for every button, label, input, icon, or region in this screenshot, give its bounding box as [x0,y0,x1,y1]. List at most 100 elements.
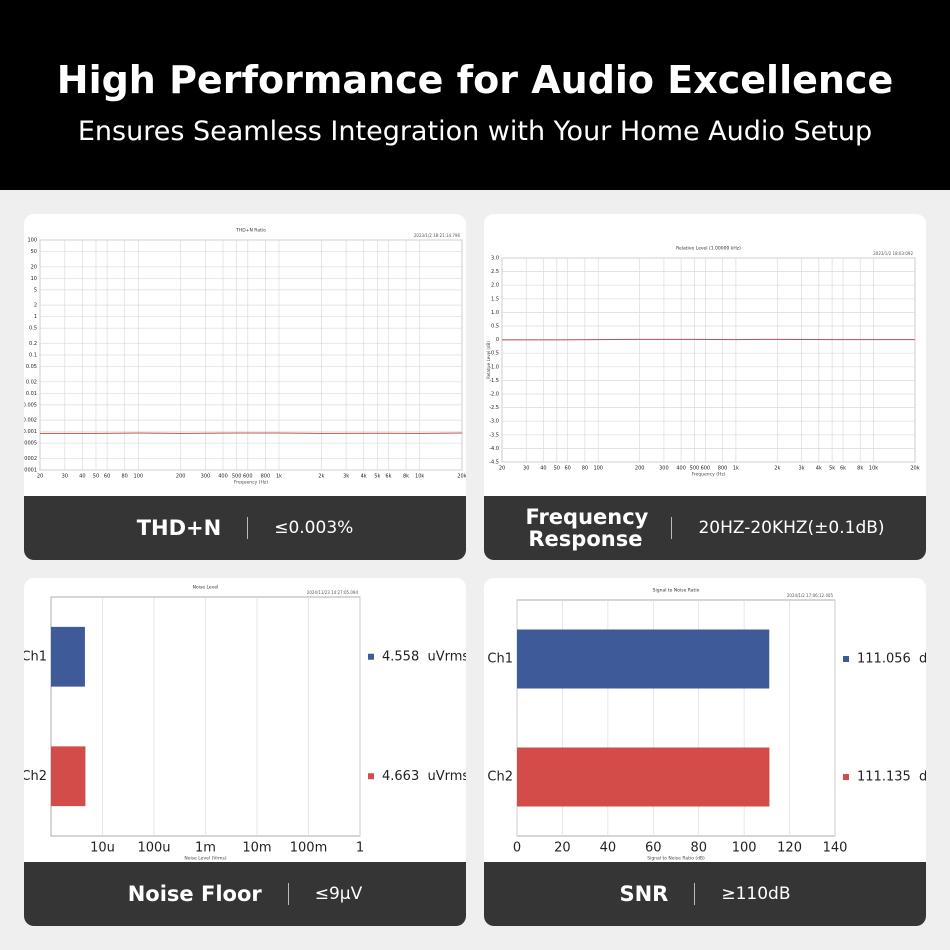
x-tick-label: 100 [134,474,144,480]
x-tick-label: 200 [176,474,186,480]
x-tick-label: 30 [62,474,68,480]
x-tick-label: 10k [415,474,424,480]
x-tick-label: 1k [276,474,282,480]
card: THD+N Ratio 2023/1/2 18:21:14.796 20 30 40 50… [24,214,466,560]
x-tick-label: 400 [218,474,228,480]
x-tick-label: 30 [523,466,529,472]
x-tick-label: 140 [823,841,848,856]
x-tick-label: 40 [540,466,546,472]
x-tick-label: 2k [318,474,324,480]
x-tick-label: 1k [733,466,739,472]
x-tick-label: 300 [201,474,211,480]
plot-area [501,257,916,463]
page-title: High Performance for Audio Excellence [56,58,894,102]
y-tick-label: 0.0002 [24,456,37,462]
y-tick-label: 20 [31,264,37,270]
chart-title: THD+N Ratio [235,228,266,234]
y-tick-label: 3.0 [491,256,499,262]
x-tick-label: 800 [718,466,728,472]
card: Signal to Noise Ratio 2024/1/2 17:06:12.4… [484,578,926,926]
card-footer: Noise Floor ≤9μV [24,862,466,926]
y-tick-label: 2.5 [491,269,499,275]
y-tick-label: 0.1 [29,353,37,359]
x-tick-label: 40 [600,841,617,856]
y-tick-label: 0.002 [24,418,37,424]
x-tick-label: 20 [499,466,505,472]
bar [517,747,770,807]
bar [51,746,86,807]
x-tick-label: 100 [593,466,603,472]
category-label: Ch1 [487,652,513,667]
card-value: ≥110dB [721,884,791,904]
x-tick-label: 80 [122,474,128,480]
y-tick-label: 0.005 [24,402,37,408]
chart-title: Relative Level (1.00000 kHz) [676,246,741,252]
timestamp: 2024/11/23 14:27:05.094 [307,590,359,595]
x-tick-label: 1 [356,841,364,856]
x-tick-label: 4k [816,466,822,472]
y-tick-label: 100 [27,238,37,244]
y-tick-label: 2.0 [491,283,499,289]
x-tick-label: 6k [385,474,391,480]
x-tick-label: 500 [690,466,700,472]
y-tick-label: 50 [31,249,37,255]
value-label: 111.135 dB [857,770,926,785]
x-tick-label: 100u [137,841,170,856]
x-axis-label: Frequency (Hz) [692,472,726,478]
y-tick-label: -2.0 [489,392,499,398]
y-tick-label: 1.0 [491,310,499,316]
divider [671,517,673,539]
card-footer: SNR ≥110dB [484,862,926,926]
card-value: 20HZ-20KHZ(±0.1dB) [698,518,885,538]
card: Noise Level 2024/11/23 14:27:05.094 10u 100… [24,578,466,926]
y-tick-label: 0.0001 [24,468,37,474]
x-tick-label: 50 [93,474,99,480]
y-tick-label: 0.2 [29,341,37,347]
y-axis-label: Relative Level (dB) [486,341,491,379]
x-tick-label: 60 [645,841,662,856]
x-axis-label: Frequency (Hz) [234,480,268,486]
x-tick-label: 600 [701,466,711,472]
x-tick-label: 60 [104,474,110,480]
x-tick-label: 80 [690,841,707,856]
y-tick-label: 0.05 [26,364,37,370]
x-tick-label: 600 [243,474,253,480]
x-tick-label: 20 [37,474,43,480]
x-tick-label: 100 [732,841,757,856]
x-tick-label: 800 [261,474,271,480]
y-tick-label: 0 [496,337,499,343]
y-tick-label: 5 [34,287,37,293]
divider [694,883,696,905]
x-tick-label: 1m [195,841,216,856]
value-swatch [843,774,849,780]
x-tick-label: 500 [232,474,242,480]
x-tick-label: 2k [774,466,780,472]
y-tick-label: -2.5 [489,405,499,411]
y-tick-label: -1.5 [489,378,499,384]
category-label: Ch2 [487,770,513,785]
x-tick-label: 3k [343,474,349,480]
y-tick-label: -4.5 [489,460,499,466]
x-tick-label: 50 [554,466,560,472]
card-value: ≤0.003% [274,518,354,538]
card-label: Frequency Response [525,505,649,551]
x-tick-label: 6k [840,466,846,472]
x-tick-label: 8k [857,466,863,472]
x-tick-label: 60 [564,466,570,472]
y-tick-label: 0.5 [29,326,37,332]
divider [287,883,289,905]
x-tick-label: 20k [910,466,919,472]
x-tick-label: 5k [374,474,380,480]
y-tick-label: 1.5 [491,296,499,302]
timestamp: 2023/1/2 18:03:092 [873,251,913,256]
category-label: Ch2 [24,769,47,784]
card-label: Noise Floor [127,882,262,906]
y-tick-label: -3.0 [489,419,499,425]
card-footer: THD+N ≤0.003% [24,496,466,560]
y-tick-label: -4.0 [489,446,499,452]
header: High Performance for Audio Excellence En… [0,0,950,190]
x-tick-label: 20 [554,841,571,856]
chart: Signal to Noise Ratio 2024/1/2 17:06:12.4… [487,588,926,862]
value-swatch [368,773,374,780]
bar [51,626,85,687]
